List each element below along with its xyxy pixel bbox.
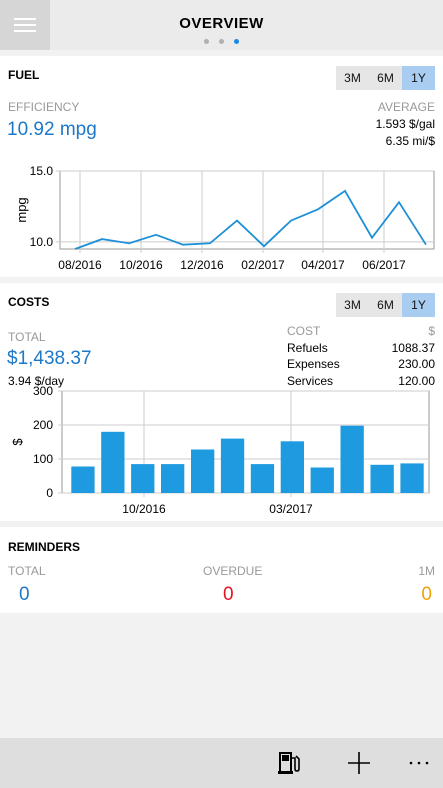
x-tick-label: 12/2016 — [180, 258, 224, 272]
costs-range-3m-button[interactable]: 3M — [336, 293, 369, 317]
cost-bar — [400, 463, 424, 493]
cost-bar — [370, 464, 394, 493]
y-axis-label: $ — [10, 438, 25, 446]
add-icon[interactable] — [346, 750, 372, 776]
fuel-range-selector: 3M 6M 1Y — [336, 66, 435, 90]
cost-bar — [191, 449, 215, 493]
expenses-value: 230.00 — [398, 357, 435, 371]
average-label: AVERAGE — [377, 100, 435, 114]
costs-breakdown-table: COST $ Refuels 1088.37 Expenses 230.00 S… — [287, 324, 435, 390]
total-cost-label: TOTAL — [8, 330, 46, 344]
cost-bar — [131, 464, 155, 493]
reminders-card: REMINDERS TOTAL 0 OVERDUE 0 1M 0 — [0, 527, 443, 613]
menu-button[interactable] — [0, 0, 50, 50]
efficiency-value: 10.92 mpg — [7, 119, 97, 140]
costs-bar-chart: 0 100 200 300 $10/2016 03/2017 — [10, 386, 430, 516]
app-header: OVERVIEW — [0, 0, 443, 50]
services-label: Services — [287, 373, 334, 388]
fuel-range-3m-button[interactable]: 3M — [336, 66, 369, 90]
page-title: OVERVIEW — [179, 15, 264, 32]
table-row: Services 120.00 — [287, 374, 435, 391]
fuel-title: FUEL — [8, 68, 40, 82]
refuels-label: Refuels — [287, 340, 328, 355]
x-tick-label: 08/2016 — [58, 258, 102, 272]
x-tick-label: 03/2017 — [269, 502, 313, 516]
cost-bar — [71, 466, 95, 493]
average-distance-value: 6.35 mi/$ — [385, 134, 435, 148]
costs-card: COSTS 3M 6M 1Y TOTAL $1,438.37 3.94 $/da… — [0, 283, 443, 521]
costs-range-selector: 3M 6M 1Y — [336, 293, 435, 317]
amount-column-header: $ — [428, 324, 435, 338]
y-tick-label: 0 — [46, 486, 53, 500]
plot-frame — [59, 170, 435, 250]
cost-bar — [161, 464, 185, 493]
reminders-total-value[interactable]: 0 — [19, 584, 30, 605]
page-dot-3-active — [234, 39, 239, 44]
expenses-label: Expenses — [287, 357, 340, 371]
y-tick-label: 200 — [33, 418, 53, 432]
fuel-range-1y-button[interactable]: 1Y — [402, 66, 435, 90]
y-axis-label: mpg — [14, 197, 29, 222]
page-dot-2 — [219, 39, 224, 44]
cost-bar — [340, 425, 364, 493]
costs-range-1y-button[interactable]: 1Y — [402, 293, 435, 317]
x-tick-label: 06/2017 — [362, 258, 406, 272]
services-value: 120.00 — [398, 373, 435, 388]
x-tick-label: 10/2016 — [119, 258, 163, 272]
cost-bar — [280, 441, 304, 493]
more-icon[interactable] — [406, 750, 432, 776]
table-row: Expenses 230.00 — [287, 357, 435, 374]
fuel-pump-icon[interactable] — [277, 750, 303, 776]
reminders-month-value[interactable]: 0 — [421, 584, 432, 605]
reminders-overdue-value[interactable]: 0 — [223, 584, 234, 605]
average-cost-value: 1.593 $/gal — [375, 117, 435, 131]
fuel-range-6m-button[interactable]: 6M — [369, 66, 402, 90]
total-cost-value: $1,438.37 — [7, 348, 92, 369]
bottom-app-bar — [0, 738, 443, 788]
efficiency-label: EFFICIENCY — [8, 100, 80, 114]
y-tick-label: 300 — [33, 386, 53, 398]
cost-per-day: 3.94 $/day — [8, 374, 65, 388]
refuels-value: 1088.37 — [391, 340, 435, 355]
costs-range-6m-button[interactable]: 6M — [369, 293, 402, 317]
cost-bar — [220, 438, 245, 493]
hamburger-icon — [14, 18, 36, 20]
y-tick-label: 15.0 — [30, 165, 54, 178]
table-row: Refuels 1088.37 — [287, 341, 435, 358]
efficiency-line — [74, 189, 427, 250]
page-dot-1 — [204, 39, 209, 44]
cost-bar — [250, 464, 275, 493]
reminders-overdue-label: OVERDUE — [203, 564, 263, 578]
cost-bar — [310, 467, 334, 493]
x-tick-label: 10/2016 — [122, 502, 166, 516]
reminders-total-label: TOTAL — [8, 564, 46, 578]
reminders-month-label: 1M — [418, 564, 435, 578]
page-indicator — [0, 39, 443, 44]
reminders-title: REMINDERS — [8, 540, 81, 554]
cost-bar — [101, 431, 125, 493]
x-tick-label: 04/2017 — [301, 258, 345, 272]
cost-column-header: COST — [287, 324, 321, 338]
costs-table-header: COST $ — [287, 324, 435, 341]
y-tick-label: 10.0 — [30, 235, 54, 249]
y-tick-label: 100 — [33, 452, 53, 466]
x-tick-label: 02/2017 — [241, 258, 285, 272]
fuel-card: FUEL 3M 6M 1Y EFFICIENCY 10.92 mpg AVERA… — [0, 56, 443, 277]
costs-title: COSTS — [8, 295, 50, 309]
fuel-efficiency-chart: 08/2016 10/2016 12/2016 02/2017 04/2017 06/20… — [14, 165, 435, 272]
